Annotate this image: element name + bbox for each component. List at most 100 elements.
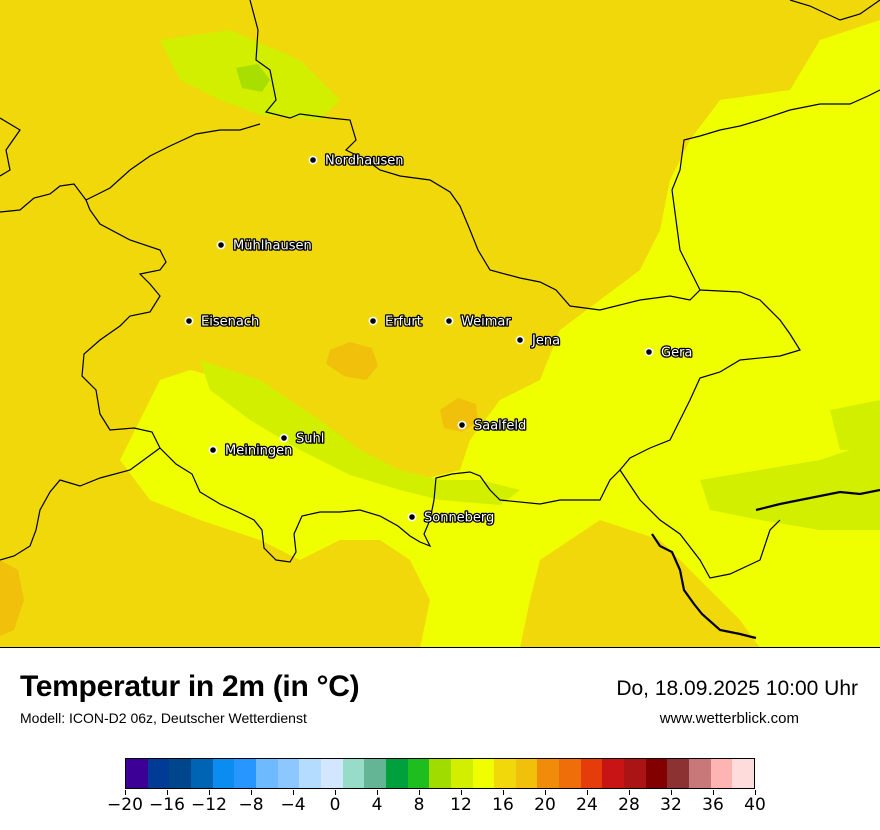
city-eisenach: Eisenach xyxy=(184,313,261,331)
forecast-datetime: Do, 18.09.2025 10:00 Uhr xyxy=(616,677,858,700)
city-label: Sonneberg xyxy=(424,511,494,526)
colorbar-segment xyxy=(645,759,668,788)
colorbar-tick-label: 24 xyxy=(576,795,598,815)
colorbar-segment xyxy=(537,759,560,788)
colorbar-tick xyxy=(502,790,504,795)
colorbar-segment xyxy=(212,759,235,788)
colorbar-tick-label: −20 xyxy=(107,795,143,815)
city-label: Nordhausen xyxy=(325,154,404,169)
city-label: Saalfeld xyxy=(474,419,526,434)
colorbar-tick-label: 20 xyxy=(534,795,556,815)
city-sonneberg: Sonneberg xyxy=(407,509,496,527)
city-jena: Jena xyxy=(515,332,561,350)
city-label: Meiningen xyxy=(225,444,292,459)
temperature-zone-18-20-saalfeld xyxy=(440,398,478,432)
city-dot xyxy=(644,347,654,357)
city-saalfeld: Saalfeld xyxy=(457,417,528,435)
colorbar-segment xyxy=(407,759,430,788)
colorbar-segment xyxy=(234,759,256,788)
map-title: Temperatur in 2m (in °C) xyxy=(20,670,360,703)
colorbar-tick xyxy=(544,790,546,795)
colorbar-tick xyxy=(376,790,378,795)
colorbar-segment xyxy=(667,759,690,788)
colorbar-tick xyxy=(712,790,714,795)
city-dot xyxy=(407,512,417,522)
colorbar-ticks: −20 −16 −12 −8 −4 0 4 8 12 16 20 24 28 32 36 40 xyxy=(107,790,766,826)
colorbar-tick-label: 32 xyxy=(660,795,682,815)
city-erfurt: Erfurt xyxy=(368,313,423,331)
colorbar-segment xyxy=(385,759,408,788)
colorbar-segment xyxy=(559,759,581,788)
colorbar-tick xyxy=(250,790,252,795)
city-dot xyxy=(444,316,454,326)
colorbar-segment xyxy=(342,759,365,788)
colorbar-tick-label: −4 xyxy=(280,795,306,815)
city-dot xyxy=(457,420,467,430)
colorbar-tick xyxy=(628,790,630,795)
colorbar-segment xyxy=(624,759,646,788)
temperature-map: Nordhausen Mühlhausen Eisenach Erfurt Weimar… xyxy=(0,0,880,648)
state-borders xyxy=(0,0,880,579)
colorbar-tick-label: 8 xyxy=(413,795,425,815)
colorbar-segment xyxy=(602,759,625,788)
colorbar-segment xyxy=(190,759,213,788)
colorbar-tick xyxy=(754,790,756,795)
colorbar-segment xyxy=(364,759,386,788)
city-label: Gera xyxy=(661,346,692,361)
temperature-zone-16-18 xyxy=(0,0,880,647)
colorbar-tick xyxy=(124,790,126,795)
city-label: Eisenach xyxy=(201,315,259,330)
colorbar-tick-label: 0 xyxy=(329,795,341,815)
temperature-zone-18-20-erfurt xyxy=(326,342,378,380)
colorbar-segment xyxy=(126,759,148,788)
colorbar-segment xyxy=(147,759,170,788)
city-dot xyxy=(184,316,194,326)
colorbar-segment xyxy=(732,759,755,788)
city-label: Erfurt xyxy=(385,315,422,330)
city-dot xyxy=(216,240,226,250)
city-meiningen: Meiningen xyxy=(208,442,294,460)
temperature-zone-10-12-harz xyxy=(236,64,270,92)
colorbar-tick-label: 4 xyxy=(371,795,383,815)
city-label: Mühlhausen xyxy=(233,239,312,254)
city-weimar: Weimar xyxy=(444,313,513,331)
colorbar-tick xyxy=(334,790,336,795)
colorbar-tick-label: −8 xyxy=(238,795,264,815)
colorbar-segment xyxy=(320,759,343,788)
colorbar-segment xyxy=(255,759,278,788)
colorbar-tick-label: −16 xyxy=(149,795,185,815)
colorbar-tick-label: 40 xyxy=(744,795,766,815)
colorbar-tick xyxy=(208,790,210,795)
temperature-zone-12-14-east xyxy=(700,440,880,530)
colorbar-tick xyxy=(166,790,168,795)
colorbar-segment xyxy=(472,759,495,788)
colorbar-tick xyxy=(670,790,672,795)
colorbar-tick-label: 12 xyxy=(450,795,472,815)
colorbar-tick-label: 16 xyxy=(492,795,514,815)
city-dot xyxy=(208,445,218,455)
colorbar-segment xyxy=(689,759,711,788)
colorbar-segment xyxy=(450,759,473,788)
colorbar-segment xyxy=(580,759,603,788)
temperature-zone-18-20-southwest xyxy=(0,560,24,636)
model-source: Modell: ICON-D2 06z, Deutscher Wetterdie… xyxy=(20,710,307,726)
colorbar-segment xyxy=(710,759,733,788)
temperature-zone-16-18-east xyxy=(520,520,760,647)
colorbar-tick xyxy=(292,790,294,795)
city-label: Jena xyxy=(531,334,560,349)
colorbar-segment xyxy=(277,759,300,788)
colorbar-tick-label: 36 xyxy=(702,795,724,815)
colorbar-segment xyxy=(169,759,191,788)
city-nordhausen: Nordhausen xyxy=(308,152,405,170)
city-dot xyxy=(515,335,525,345)
temperature-colorbar xyxy=(125,758,755,789)
website-link[interactable]: www.wetterblick.com xyxy=(659,710,799,727)
city-gera: Gera xyxy=(644,344,694,362)
colorbar-segment xyxy=(515,759,538,788)
colorbar-tick-label: −12 xyxy=(191,795,227,815)
colorbar-segment xyxy=(429,759,451,788)
colorbar-tick xyxy=(586,790,588,795)
city-suhl: Suhl xyxy=(279,430,326,448)
colorbar-segment xyxy=(299,759,321,788)
colorbar-tick-label: 28 xyxy=(618,795,640,815)
